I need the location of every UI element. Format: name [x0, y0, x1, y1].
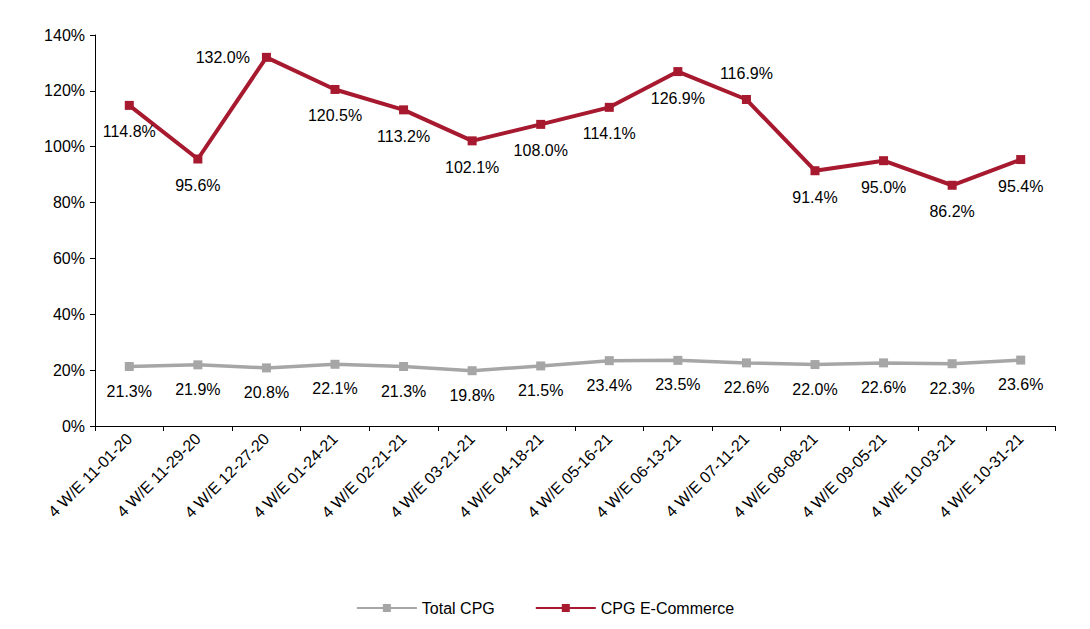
- svg-text:4 W/E 10-03-21: 4 W/E 10-03-21: [867, 430, 959, 522]
- svg-text:22.1%: 22.1%: [312, 380, 357, 397]
- svg-text:140%: 140%: [44, 27, 85, 44]
- svg-text:4 W/E 10-31-21: 4 W/E 10-31-21: [936, 430, 1027, 521]
- svg-text:20.8%: 20.8%: [244, 384, 289, 401]
- svg-text:4 W/E 04-18-21: 4 W/E 04-18-21: [455, 430, 547, 522]
- svg-text:95.4%: 95.4%: [998, 178, 1043, 195]
- svg-text:22.0%: 22.0%: [792, 381, 837, 398]
- svg-text:4 W/E 11-01-20: 4 W/E 11-01-20: [45, 430, 136, 521]
- svg-text:23.6%: 23.6%: [998, 376, 1043, 393]
- svg-text:95.6%: 95.6%: [175, 177, 220, 194]
- svg-text:4 W/E 08-08-21: 4 W/E 08-08-21: [729, 430, 821, 522]
- svg-text:21.5%: 21.5%: [518, 382, 563, 399]
- svg-text:23.5%: 23.5%: [655, 376, 700, 393]
- svg-text:4 W/E 01-24-21: 4 W/E 01-24-21: [249, 430, 341, 522]
- svg-text:22.6%: 22.6%: [861, 379, 906, 396]
- svg-text:4 W/E 06-13-21: 4 W/E 06-13-21: [592, 430, 684, 522]
- svg-text:19.8%: 19.8%: [449, 387, 494, 404]
- svg-text:132.0%: 132.0%: [196, 49, 250, 66]
- svg-text:4 W/E 12-27-20: 4 W/E 12-27-20: [181, 430, 273, 522]
- svg-text:4 W/E 11-29-20: 4 W/E 11-29-20: [113, 430, 204, 521]
- svg-text:102.1%: 102.1%: [445, 159, 499, 176]
- svg-text:113.2%: 113.2%: [377, 128, 430, 145]
- svg-text:22.6%: 22.6%: [724, 379, 769, 396]
- svg-text:21.3%: 21.3%: [107, 383, 152, 400]
- svg-text:126.9%: 126.9%: [651, 90, 705, 107]
- svg-text:114.1%: 114.1%: [583, 125, 636, 142]
- svg-text:116.9%: 116.9%: [720, 65, 773, 82]
- svg-text:80%: 80%: [53, 194, 85, 211]
- svg-text:4 W/E 09-05-21: 4 W/E 09-05-21: [798, 430, 890, 522]
- svg-text:40%: 40%: [53, 306, 85, 323]
- svg-text:114.8%: 114.8%: [103, 123, 156, 140]
- svg-text:60%: 60%: [53, 250, 85, 267]
- svg-text:21.9%: 21.9%: [175, 381, 220, 398]
- svg-text:0%: 0%: [62, 418, 85, 435]
- svg-text:95.0%: 95.0%: [861, 179, 906, 196]
- svg-text:120.5%: 120.5%: [308, 107, 362, 124]
- svg-text:4 W/E 05-16-21: 4 W/E 05-16-21: [524, 430, 616, 522]
- svg-text:4 W/E 07-11-21: 4 W/E 07-11-21: [662, 430, 753, 521]
- svg-text:4 W/E 03-21-21: 4 W/E 03-21-21: [387, 430, 479, 522]
- svg-text:21.3%: 21.3%: [381, 383, 426, 400]
- svg-text:Total CPG: Total CPG: [422, 600, 495, 617]
- svg-text:120%: 120%: [44, 82, 85, 99]
- svg-text:23.4%: 23.4%: [587, 377, 632, 394]
- svg-text:CPG E-Commerce: CPG E-Commerce: [601, 600, 734, 617]
- svg-text:4 W/E 02-21-21: 4 W/E 02-21-21: [318, 430, 410, 522]
- svg-text:86.2%: 86.2%: [929, 203, 974, 220]
- svg-text:91.4%: 91.4%: [792, 189, 837, 206]
- svg-text:20%: 20%: [53, 362, 85, 379]
- svg-text:100%: 100%: [44, 138, 85, 155]
- svg-text:22.3%: 22.3%: [929, 380, 974, 397]
- svg-text:108.0%: 108.0%: [514, 142, 568, 159]
